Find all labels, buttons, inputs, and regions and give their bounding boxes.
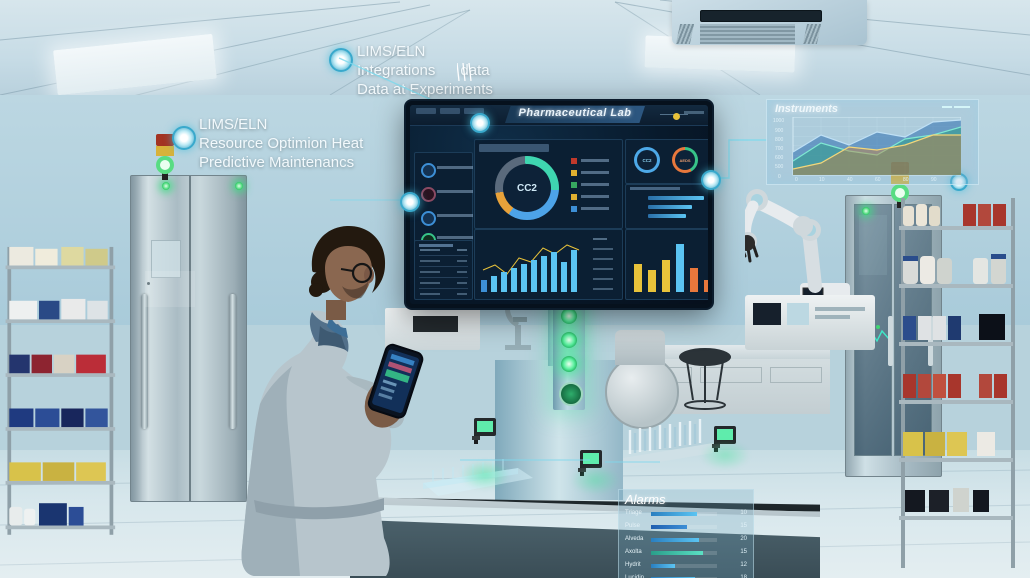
svg-text:800: 800 (775, 137, 784, 143)
svg-text:600: 600 (775, 155, 784, 161)
svg-text:0: 0 (778, 174, 781, 180)
svg-text:40: 40 (847, 177, 853, 181)
svg-text:0: 0 (795, 177, 798, 181)
svg-text:700: 700 (775, 146, 784, 152)
svg-text:1000: 1000 (773, 118, 784, 124)
svg-text:60: 60 (875, 177, 881, 181)
svg-text:90: 90 (931, 177, 937, 181)
svg-text:900: 900 (775, 128, 784, 134)
svg-text:10: 10 (819, 177, 825, 181)
svg-text:80: 80 (903, 177, 909, 181)
svg-text:500: 500 (775, 164, 784, 170)
